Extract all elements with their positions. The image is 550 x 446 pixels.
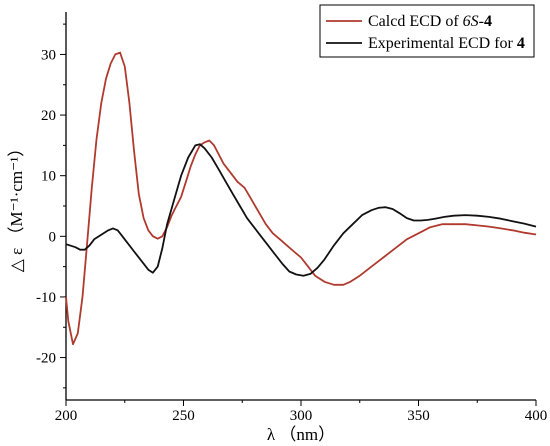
- series-line-2: [65, 143, 537, 277]
- series-line-1: [65, 51, 537, 346]
- legend-box: [319, 4, 535, 58]
- x-tick-label: 300: [290, 408, 313, 424]
- y-tick-label: -10: [36, 290, 56, 306]
- y-tick-label: 0: [49, 229, 57, 245]
- series-layer: [65, 51, 537, 346]
- x-tick-label: 200: [55, 408, 78, 424]
- y-tick-label: 10: [41, 169, 56, 185]
- legend: Calcd ECD of 6S-4 Experimental ECD for 4: [319, 4, 535, 58]
- y-tick-label: 30: [41, 47, 56, 63]
- x-tick-label: 400: [525, 408, 548, 424]
- legend-label-1: Calcd ECD of 6S-4: [368, 13, 492, 30]
- x-tick-label: 350: [407, 408, 430, 424]
- axes: 200 250 300 350 400 -20 -10 0 10 20 30: [36, 12, 547, 424]
- x-axis-label: λ （nm）: [267, 425, 335, 444]
- x-tick-label: 250: [172, 408, 195, 424]
- y-tick-label: 20: [41, 108, 56, 124]
- y-tick-label: -20: [36, 351, 56, 367]
- y-axis-label: △ ε （M⁻¹·cm⁻¹）: [7, 140, 26, 272]
- legend-label-2: Experimental ECD for 4: [368, 35, 525, 52]
